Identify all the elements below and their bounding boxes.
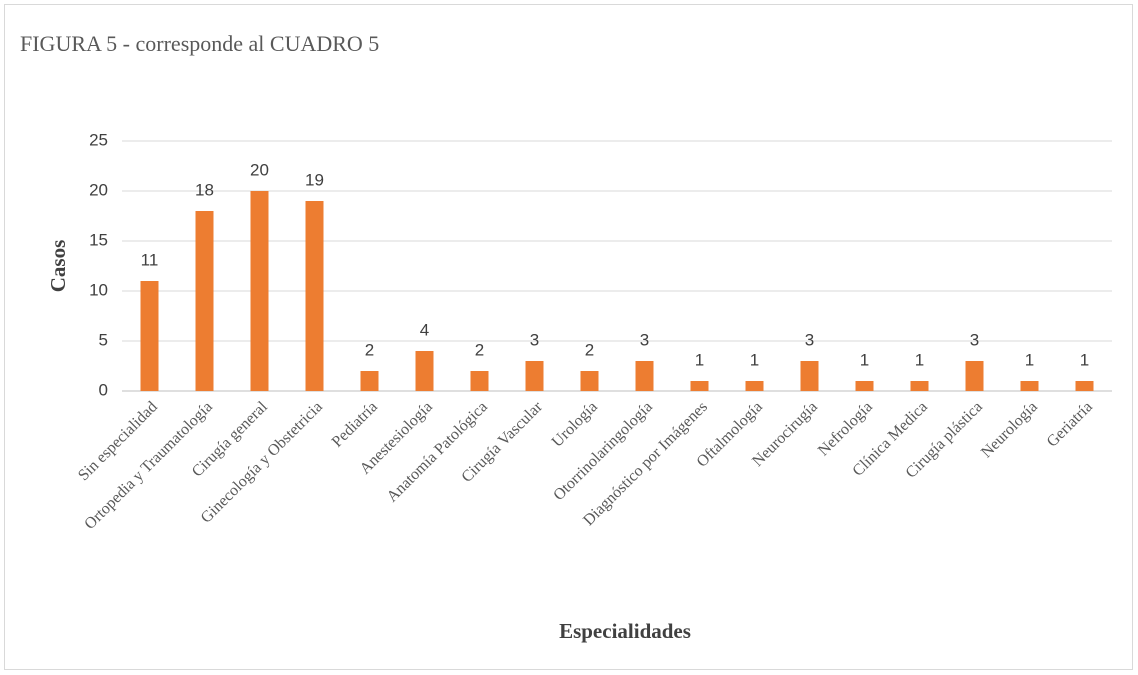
y-axis-label: Casos xyxy=(46,240,70,293)
y-tick-label: 25 xyxy=(89,130,108,149)
bar xyxy=(800,361,819,391)
bar xyxy=(415,351,434,391)
data-label: 1 xyxy=(915,350,924,369)
y-tick-label: 0 xyxy=(99,380,108,399)
bar xyxy=(195,211,214,391)
bar xyxy=(690,381,709,391)
data-label: 2 xyxy=(585,340,594,359)
bar xyxy=(745,381,764,391)
data-label: 11 xyxy=(141,250,159,269)
y-tick-label: 20 xyxy=(89,180,108,199)
data-label: 1 xyxy=(860,350,869,369)
bar xyxy=(250,191,269,391)
data-label: 18 xyxy=(195,180,214,199)
bar xyxy=(470,371,489,391)
bar xyxy=(635,361,654,391)
data-label: 3 xyxy=(530,330,539,349)
data-label: 1 xyxy=(750,350,759,369)
bar xyxy=(580,371,599,391)
y-tick-label: 5 xyxy=(99,330,108,349)
bar xyxy=(965,361,984,391)
y-tick-label: 15 xyxy=(89,230,108,249)
data-label: 4 xyxy=(420,320,429,339)
data-label: 2 xyxy=(475,340,484,359)
data-label: 1 xyxy=(1080,350,1089,369)
data-label: 20 xyxy=(250,160,269,179)
bar xyxy=(1075,381,1094,391)
data-label: 3 xyxy=(970,330,979,349)
bar xyxy=(305,201,324,391)
chart-border xyxy=(4,4,1133,670)
data-label: 19 xyxy=(305,170,324,189)
data-label: 1 xyxy=(1025,350,1034,369)
bar xyxy=(1020,381,1039,391)
y-tick-label: 10 xyxy=(89,280,108,299)
data-label: 1 xyxy=(695,350,704,369)
data-label: 3 xyxy=(805,330,814,349)
bar xyxy=(910,381,929,391)
chart-title: FIGURA 5 - corresponde al CUADRO 5 xyxy=(20,31,379,56)
bar xyxy=(525,361,544,391)
bar xyxy=(360,371,379,391)
data-label: 2 xyxy=(365,340,374,359)
bar xyxy=(855,381,874,391)
bar xyxy=(140,281,159,391)
data-label: 3 xyxy=(640,330,649,349)
x-axis-label: Especialidades xyxy=(559,619,691,643)
